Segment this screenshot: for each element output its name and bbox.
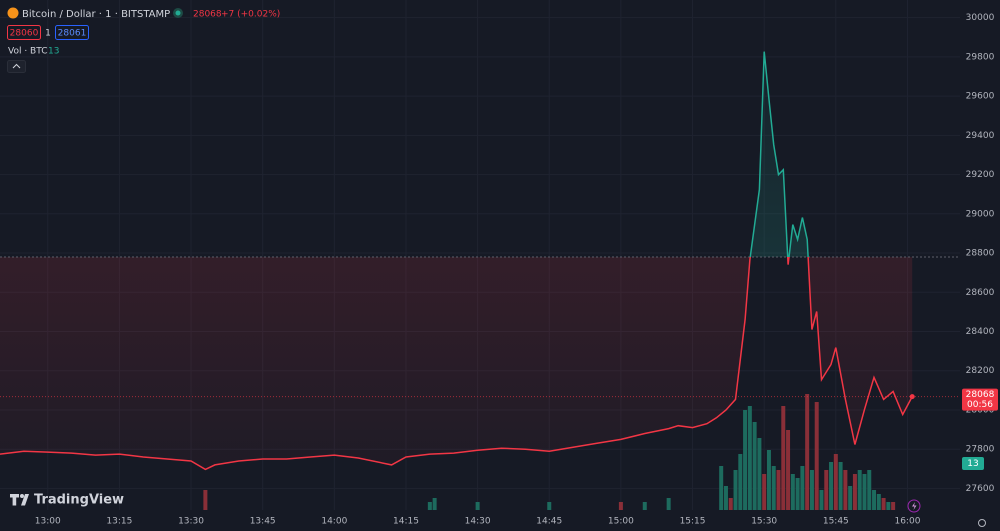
y-tick-label: 29600: [966, 92, 995, 102]
volume-bar: [857, 470, 862, 510]
alert-bolt: [912, 502, 917, 510]
x-tick-label: 13:15: [106, 517, 132, 527]
last-volume-label: 13: [967, 459, 978, 469]
x-tick-label: 16:00: [894, 517, 920, 527]
collapse-icon: [12, 63, 21, 69]
x-tick-label: 14:15: [393, 517, 419, 527]
volume-bar: [872, 490, 877, 510]
volume-bar: [795, 478, 800, 510]
volume-bar: [618, 502, 623, 510]
x-tick-label: 13:45: [250, 517, 276, 527]
symbol-title[interactable]: Bitcoin / Dollar · 1 · BITSTAMP: [22, 9, 170, 20]
volume-bar: [728, 498, 733, 510]
volume-bar: [819, 490, 824, 510]
brand-name[interactable]: TradingView: [34, 493, 124, 508]
volume-bar: [771, 466, 776, 510]
spread: 1: [45, 29, 51, 39]
brand-logo: [10, 494, 29, 506]
volume-bar: [752, 422, 757, 510]
y-tick-label: 28600: [966, 288, 995, 298]
last-volume-box: [962, 457, 984, 470]
volume-bar: [642, 502, 647, 510]
volume-bar: [432, 498, 437, 510]
y-tick-label: 29200: [966, 170, 995, 180]
volume-bar: [805, 394, 810, 510]
volume-bar: [766, 450, 771, 510]
volume-bar: [886, 502, 891, 510]
volume-bar: [747, 406, 752, 510]
volume-bar: [475, 502, 480, 510]
volume-bar: [786, 430, 791, 510]
volume-bar: [876, 494, 881, 510]
header-change: +7 (+0.02%): [221, 10, 280, 20]
area-below: [0, 256, 913, 470]
volume-bar: [776, 470, 781, 510]
volume-bar: [733, 470, 738, 510]
y-tick-label: 28200: [966, 366, 995, 376]
btc-icon: [7, 7, 19, 19]
ask-box[interactable]: [55, 25, 89, 40]
countdown-label: 00:56: [967, 400, 993, 410]
y-tick-label: 27600: [966, 484, 995, 494]
volume-bar: [881, 498, 886, 510]
volume-bar: [781, 406, 786, 510]
volume-bar: [800, 466, 805, 510]
last-price-label: 28068: [966, 390, 995, 400]
status-dot: [175, 10, 181, 16]
volume-bar: [762, 474, 767, 510]
volume-bar: [757, 438, 762, 510]
header-price: 28068: [193, 10, 222, 20]
volume-bar: [427, 502, 432, 510]
volume-bar: [833, 454, 838, 510]
x-tick-label: 14:30: [465, 517, 491, 527]
y-tick-label: 28800: [966, 249, 995, 259]
volume-label: Vol · BTC: [8, 47, 47, 57]
x-tick-label: 15:00: [608, 517, 634, 527]
volume-bar: [547, 502, 552, 510]
y-tick-label: 30000: [966, 13, 995, 23]
bid-box[interactable]: [7, 25, 41, 40]
y-tick-label: 28400: [966, 327, 995, 337]
x-tick-label: 13:30: [178, 517, 204, 527]
bid-price[interactable]: 28060: [10, 29, 39, 39]
volume-bar: [790, 474, 795, 510]
volume-bar: [743, 410, 748, 510]
volume-bar: [738, 454, 743, 510]
y-tick-label: 29800: [966, 52, 995, 62]
y-tick-label: 29000: [966, 209, 995, 219]
alert-icon[interactable]: [907, 499, 921, 513]
volume-bar: [867, 470, 872, 510]
x-tick-label: 14:45: [536, 517, 562, 527]
volume-bar: [829, 462, 834, 510]
price-axis: [960, 0, 1000, 531]
last-price-box: [962, 388, 998, 411]
volume-bar: [891, 502, 896, 510]
x-tick-label: 15:30: [751, 517, 777, 527]
volume-bar: [809, 470, 814, 510]
volume-value: 13: [48, 47, 59, 57]
y-tick-label: 27800: [966, 445, 995, 455]
x-tick-label: 14:00: [321, 517, 347, 527]
volume-bar: [852, 474, 857, 510]
volume-bar: [824, 470, 829, 510]
volume-bar: [723, 486, 728, 510]
volume-bar: [814, 402, 819, 510]
volume-bar: [862, 474, 867, 510]
collapse-button[interactable]: [7, 60, 26, 73]
price-line-below: [0, 256, 913, 471]
x-tick-label: 15:45: [823, 517, 849, 527]
settings-icon[interactable]: [978, 519, 986, 527]
x-tick-label: 15:15: [680, 517, 706, 527]
volume-bar: [719, 466, 724, 510]
volume-bar: [838, 462, 843, 510]
y-tick-label: 29400: [966, 131, 995, 141]
ask-price[interactable]: 28061: [58, 29, 87, 39]
x-tick-label: 13:00: [35, 517, 61, 527]
area-above: [750, 51, 809, 257]
volume-bar: [666, 498, 671, 510]
volume-bar: [848, 486, 853, 510]
volume-bar: [203, 490, 208, 510]
volume-bar: [843, 470, 848, 510]
